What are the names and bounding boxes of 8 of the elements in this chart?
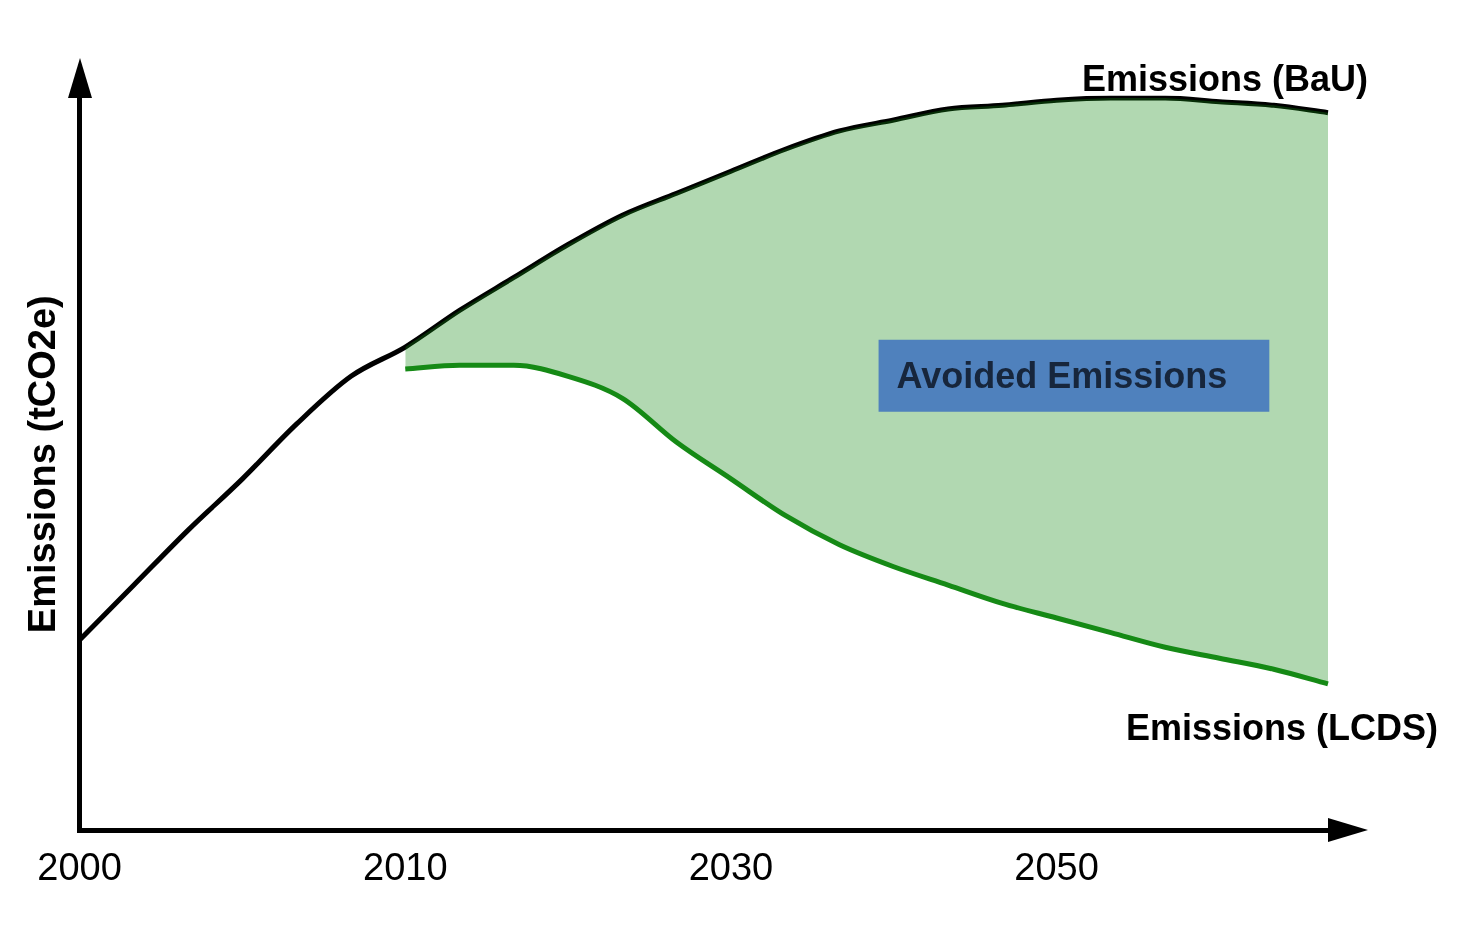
series-label: Emissions (BaU) xyxy=(1081,57,1368,99)
y-axis-title: Emissions (tCO2e) xyxy=(21,295,64,634)
annotation: Avoided Emissions xyxy=(896,354,1228,396)
x-tick-label: 2010 xyxy=(363,845,448,888)
series-label: Emissions (LCDS) xyxy=(1125,706,1438,748)
x-tick-label: 2030 xyxy=(688,845,774,888)
x-tick-label: 2050 xyxy=(1014,845,1099,888)
x-tick-label: 2000 xyxy=(37,845,122,888)
